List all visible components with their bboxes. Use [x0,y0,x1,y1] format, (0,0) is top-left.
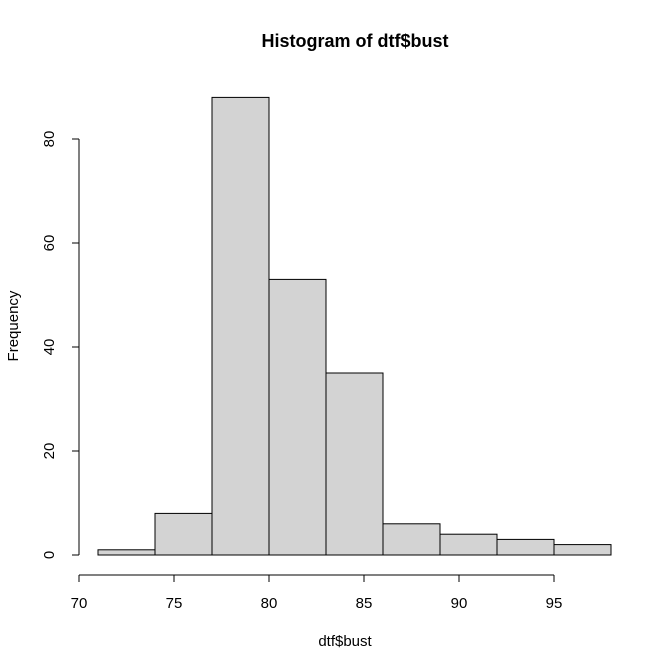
x-tick-label: 70 [71,595,88,612]
bar [154,512,213,556]
bar [439,533,498,556]
bar [97,549,156,556]
x-tick-label: 95 [546,595,563,612]
chart-title: Histogram of dtf$bust [262,31,449,51]
y-tick-label: 80 [41,131,58,148]
x-tick-label: 80 [261,595,278,612]
bar [211,96,270,556]
x-axis-label: dtf$bust [318,633,372,650]
x-tick-label: 90 [451,595,468,612]
bar [382,523,441,556]
bar [553,544,612,556]
x-tick-label: 75 [166,595,183,612]
bar [268,278,327,556]
y-tick-label: 0 [41,551,58,559]
y-tick-label: 60 [41,235,58,252]
x-tick-label: 85 [356,595,373,612]
bar [496,538,555,556]
bar [325,372,384,556]
y-tick-label: 40 [41,339,58,356]
y-tick-label: 20 [41,443,58,460]
y-axis-label: Frequency [5,290,22,361]
